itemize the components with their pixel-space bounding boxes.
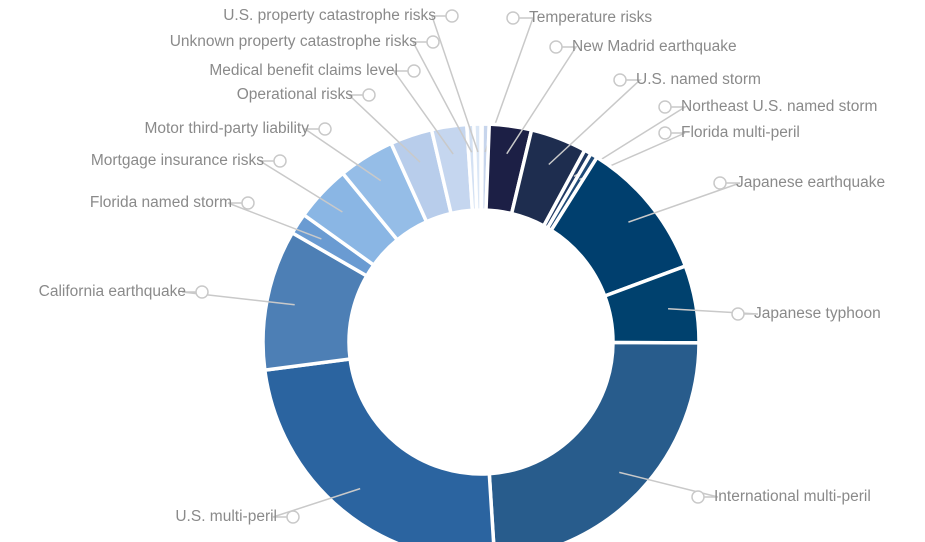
label-dot	[658, 126, 672, 140]
segment-label: Northeast U.S. named storm	[681, 98, 877, 115]
segment-label: U.S. multi-peril	[175, 508, 277, 525]
segment-label: U.S. named storm	[636, 71, 761, 88]
label-dot	[362, 88, 376, 102]
segment-label: Florida named storm	[90, 194, 232, 211]
label-dot	[426, 35, 440, 49]
label-dot	[241, 196, 255, 210]
donut-segment	[472, 122, 483, 212]
donut-segment	[262, 357, 496, 542]
segment-label: Japanese earthquake	[736, 174, 885, 191]
label-dot	[731, 307, 745, 321]
segment-label: New Madrid earthquake	[572, 38, 737, 55]
segment-label: Japanese typhoon	[754, 305, 881, 322]
label-dot	[713, 176, 727, 190]
segment-label: Temperature risks	[529, 9, 652, 26]
label-dot	[658, 100, 672, 114]
segment-label: Mortgage insurance risks	[91, 152, 264, 169]
label-dot	[549, 40, 563, 54]
donut-segment	[487, 340, 701, 542]
segment-label: Florida multi-peril	[681, 124, 800, 141]
segment-label: Unknown property catastrophe risks	[170, 33, 418, 50]
label-dot	[691, 490, 705, 504]
label-dot	[195, 285, 209, 299]
label-dot	[613, 73, 627, 87]
label-dot	[506, 11, 520, 25]
segment-label: International multi-peril	[714, 488, 871, 505]
label-dot	[286, 510, 300, 524]
segment-label: Medical benefit claims level	[209, 62, 398, 79]
leader-line	[548, 79, 642, 166]
label-dot	[445, 9, 459, 23]
segment-label: Motor third-party liability	[144, 120, 309, 137]
label-dot	[273, 154, 287, 168]
segment-label: Operational risks	[237, 86, 354, 103]
label-dot	[318, 122, 332, 136]
segment-label: U.S. property catastrophe risks	[223, 7, 436, 24]
label-dot	[407, 64, 421, 78]
segment-label: California earthquake	[39, 283, 186, 300]
